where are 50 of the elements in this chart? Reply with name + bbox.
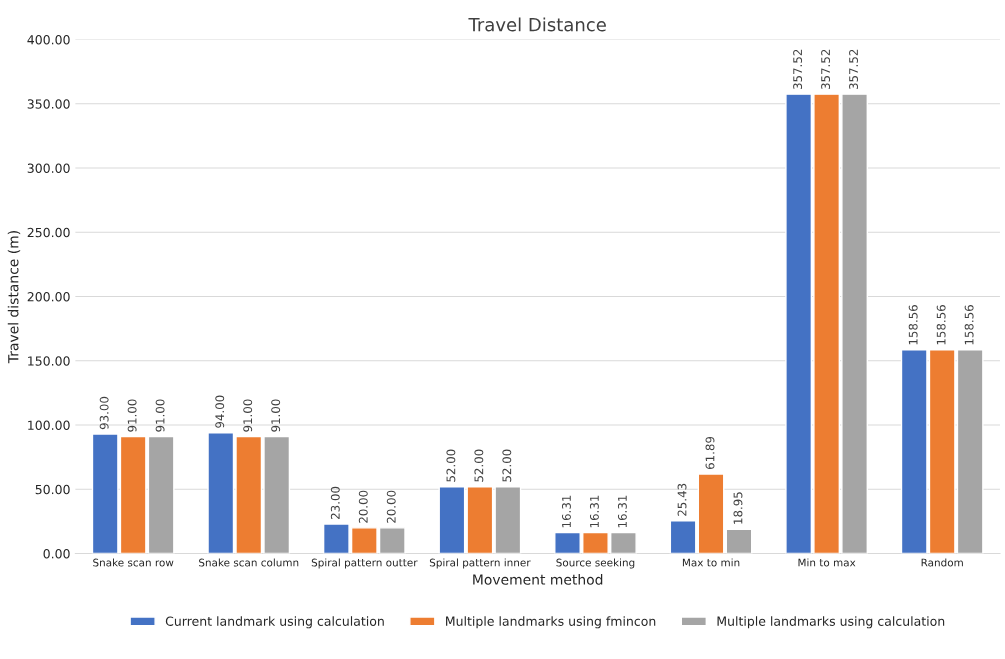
data-label: 91.00 xyxy=(127,399,137,432)
x-tick-label: Spiral pattern outter xyxy=(311,558,418,569)
y-tick-label: 100.00 xyxy=(28,420,70,430)
data-label: 52.00 xyxy=(474,449,484,482)
data-label: 91.00 xyxy=(271,399,281,432)
data-label: 158.56 xyxy=(908,305,918,345)
y-tick-label: 400.00 xyxy=(27,35,70,45)
y-tick-label: 200.00 xyxy=(27,292,70,302)
x-tick-label: Random xyxy=(921,558,963,567)
y-tick-label: 50.00 xyxy=(35,484,70,495)
data-label: 20.00 xyxy=(358,490,368,523)
data-label: 357.52 xyxy=(821,49,831,90)
data-label: 357.52 xyxy=(849,49,859,90)
chart-title: Travel Distance xyxy=(468,17,606,32)
data-label: 94.00 xyxy=(215,395,225,428)
data-label: 23.00 xyxy=(330,486,340,519)
data-label: 18.95 xyxy=(733,492,743,524)
x-tick-label: Snake scan row xyxy=(93,558,174,567)
y-axis-title: Travel distance (m) xyxy=(7,231,21,364)
data-label: 25.43 xyxy=(677,483,687,516)
y-tick-label: 350.00 xyxy=(27,99,70,109)
data-label: 91.00 xyxy=(155,399,165,432)
data-label: 52.00 xyxy=(446,449,456,482)
bar xyxy=(725,528,753,554)
legend-label: Current landmark using calculation xyxy=(165,616,384,629)
bar xyxy=(697,473,725,554)
data-label: 16.31 xyxy=(589,495,599,528)
y-tick-label: 300.00 xyxy=(27,163,70,173)
y-tick-label: 250.00 xyxy=(27,227,70,238)
data-label: 93.00 xyxy=(99,396,109,430)
x-tick-label: Min to max xyxy=(798,558,856,567)
x-tick-label: Max to min xyxy=(682,558,740,567)
legend-label: Multiple landmarks using fmincon xyxy=(446,616,656,629)
x-axis-title: Movement method xyxy=(473,574,603,585)
data-label: 52.00 xyxy=(502,449,512,482)
data-label: 158.56 xyxy=(964,305,974,345)
data-label: 91.00 xyxy=(243,399,253,432)
legend-label: Multiple landmarks using calculation xyxy=(717,616,945,629)
bar xyxy=(669,520,697,554)
data-label: 16.31 xyxy=(617,495,627,528)
data-label: 61.89 xyxy=(705,436,715,470)
x-tick-label: Snake scan column xyxy=(199,558,299,567)
y-tick-label: 0.00 xyxy=(43,549,70,559)
data-label: 16.31 xyxy=(561,495,571,528)
data-label: 357.52 xyxy=(793,49,803,90)
x-tick-label: Spiral pattern inner xyxy=(429,558,531,569)
data-label: 20.00 xyxy=(386,490,396,523)
y-tick-label: 150.00 xyxy=(28,356,70,366)
data-label: 158.56 xyxy=(936,305,946,345)
x-tick-label: Source seeking xyxy=(556,558,635,569)
